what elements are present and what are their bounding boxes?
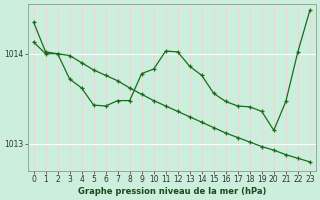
X-axis label: Graphe pression niveau de la mer (hPa): Graphe pression niveau de la mer (hPa) xyxy=(77,187,266,196)
